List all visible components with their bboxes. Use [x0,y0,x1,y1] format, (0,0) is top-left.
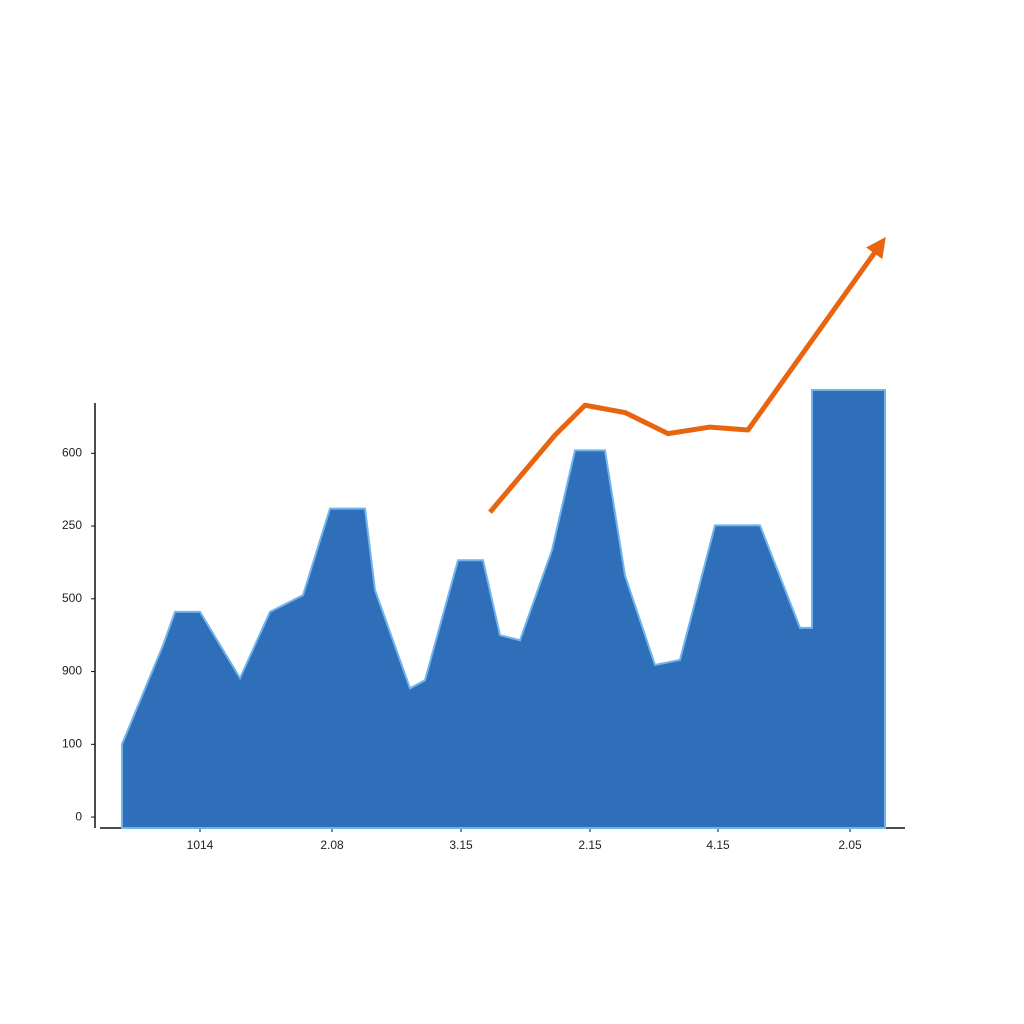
trend-line [488,237,886,514]
y-tick-label: 500 [62,591,82,605]
y-tick-label: 100 [62,736,82,750]
y-tick-label: 900 [62,664,82,678]
y-tick-label: 0 [75,809,82,823]
x-tick-label: 2.15 [578,838,602,852]
x-tick-label: 3.15 [449,838,473,852]
x-tick-label: 4.15 [706,838,730,852]
x-tick-label: 1014 [187,838,214,852]
x-tick-label: 2.05 [838,838,862,852]
y-tick-label: 600 [62,445,82,459]
x-tick-label: 2.08 [320,838,344,852]
area [121,388,886,829]
y-tick-label: 250 [62,518,82,532]
